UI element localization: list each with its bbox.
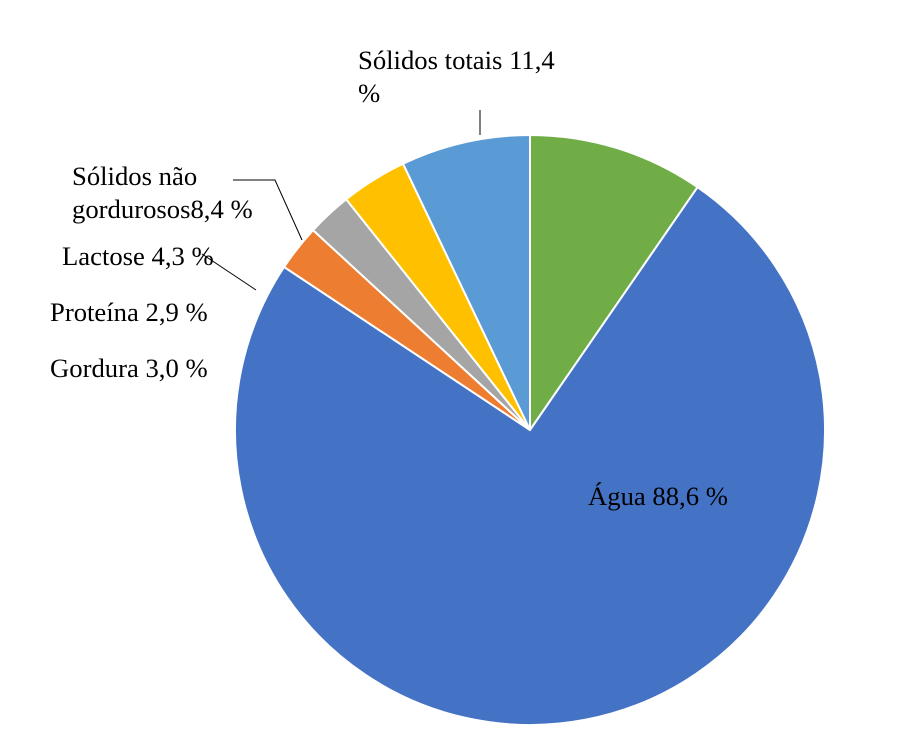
pie-chart-container: Sólidos totais 11,4 % Sólidos não gorduro… [0, 0, 918, 754]
slice-label-agua: Água 88,6 % [588, 480, 728, 513]
slice-label-solidos_nao_gord: Sólidos não gordurosos8,4 % [72, 160, 253, 227]
slice-label-solidos_totais: Sólidos totais 11,4 % [358, 44, 555, 111]
slice-label-proteina: Proteína 2,9 % [50, 296, 208, 329]
slice-label-gordura: Gordura 3,0 % [50, 352, 208, 385]
slice-label-lactose: Lactose 4,3 % [62, 240, 214, 273]
